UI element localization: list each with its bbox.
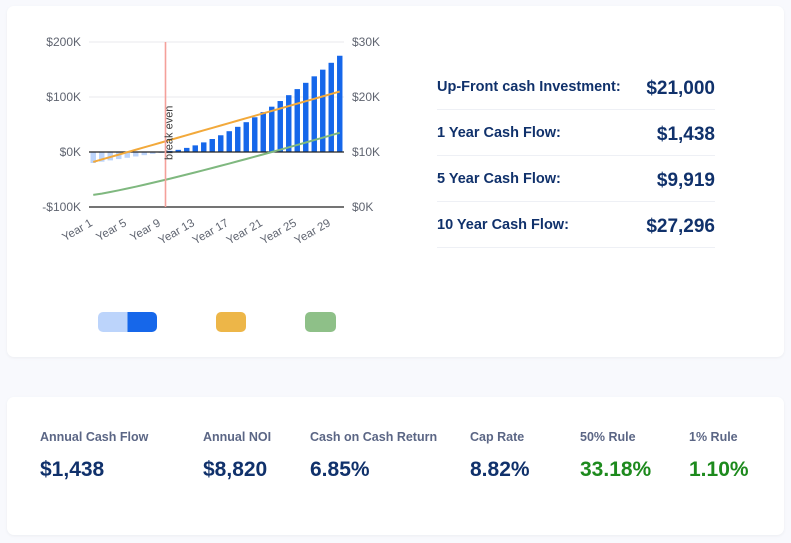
svg-text:Year 29: Year 29 <box>293 217 333 247</box>
svg-text:Year 17: Year 17 <box>191 217 231 247</box>
svg-text:$30K: $30K <box>352 35 380 49</box>
svg-text:$100K: $100K <box>46 90 81 104</box>
svg-text:$0K: $0K <box>352 200 373 214</box>
svg-text:$0K: $0K <box>60 145 81 159</box>
svg-text:Year 1: Year 1 <box>60 217 94 244</box>
svg-text:Year 13: Year 13 <box>157 217 197 247</box>
svg-text:$20K: $20K <box>352 90 380 104</box>
svg-text:break even: break even <box>164 106 176 160</box>
svg-text:Year 25: Year 25 <box>259 217 299 247</box>
svg-text:Year 5: Year 5 <box>94 217 128 244</box>
svg-text:Year 21: Year 21 <box>225 217 265 247</box>
svg-text:-$100K: -$100K <box>42 200 81 214</box>
svg-text:$200K: $200K <box>46 35 81 49</box>
svg-text:$10K: $10K <box>352 145 380 159</box>
